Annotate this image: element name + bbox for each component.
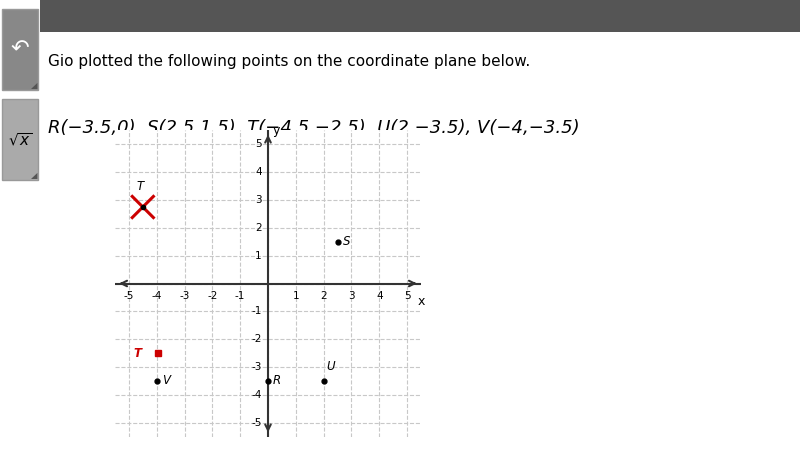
Text: 4: 4 xyxy=(255,167,262,177)
Text: 5: 5 xyxy=(255,140,262,149)
Text: R(−3.5,0), S(2.5,1.5),: R(−3.5,0), S(2.5,1.5), xyxy=(48,209,247,227)
Text: R: R xyxy=(273,374,281,387)
Text: -3: -3 xyxy=(251,362,262,372)
Bar xyxy=(40,0,800,32)
Text: 3: 3 xyxy=(348,291,354,302)
Text: 1: 1 xyxy=(255,251,262,261)
Text: U: U xyxy=(326,360,335,373)
Text: x: x xyxy=(418,295,425,308)
Text: R(−3.5,0), S(2.5,1.5), T(−4.5,−2.5): R(−3.5,0), S(2.5,1.5), T(−4.5,−2.5) xyxy=(48,209,366,227)
Text: V: V xyxy=(162,374,170,387)
Text: -3: -3 xyxy=(179,291,190,302)
Bar xyxy=(2,9,38,90)
Text: -1: -1 xyxy=(235,291,246,302)
Text: Gio plotted the following points on the coordinate plane below.: Gio plotted the following points on the … xyxy=(48,54,530,69)
Text: -2: -2 xyxy=(251,334,262,344)
Text: -4: -4 xyxy=(151,291,162,302)
Text: ◢: ◢ xyxy=(30,171,38,180)
Text: 2: 2 xyxy=(255,223,262,233)
Text: y: y xyxy=(273,124,280,137)
Text: -5: -5 xyxy=(124,291,134,302)
Bar xyxy=(2,99,38,180)
Text: 5: 5 xyxy=(404,291,410,302)
Text: $\sqrt{x}$: $\sqrt{x}$ xyxy=(8,131,32,148)
Text: 2: 2 xyxy=(320,291,327,302)
Text: -2: -2 xyxy=(207,291,218,302)
Text: R(−3.5,0), S(2.5,1.5), T(−4.5,−2.5), U(2,−3.5), V(−4,−3.5): R(−3.5,0), S(2.5,1.5), T(−4.5,−2.5), U(2… xyxy=(48,119,579,137)
Text: ◢: ◢ xyxy=(30,81,38,90)
Text: S: S xyxy=(342,235,350,248)
Text: -1: -1 xyxy=(251,306,262,316)
Text: ↶: ↶ xyxy=(10,40,30,59)
Text: 3: 3 xyxy=(255,195,262,205)
Text: -4: -4 xyxy=(251,390,262,400)
Text: 4: 4 xyxy=(376,291,382,302)
Text: -5: -5 xyxy=(251,418,262,428)
Text: T: T xyxy=(137,180,143,193)
Text: T: T xyxy=(134,346,142,360)
Text: 1: 1 xyxy=(293,291,299,302)
